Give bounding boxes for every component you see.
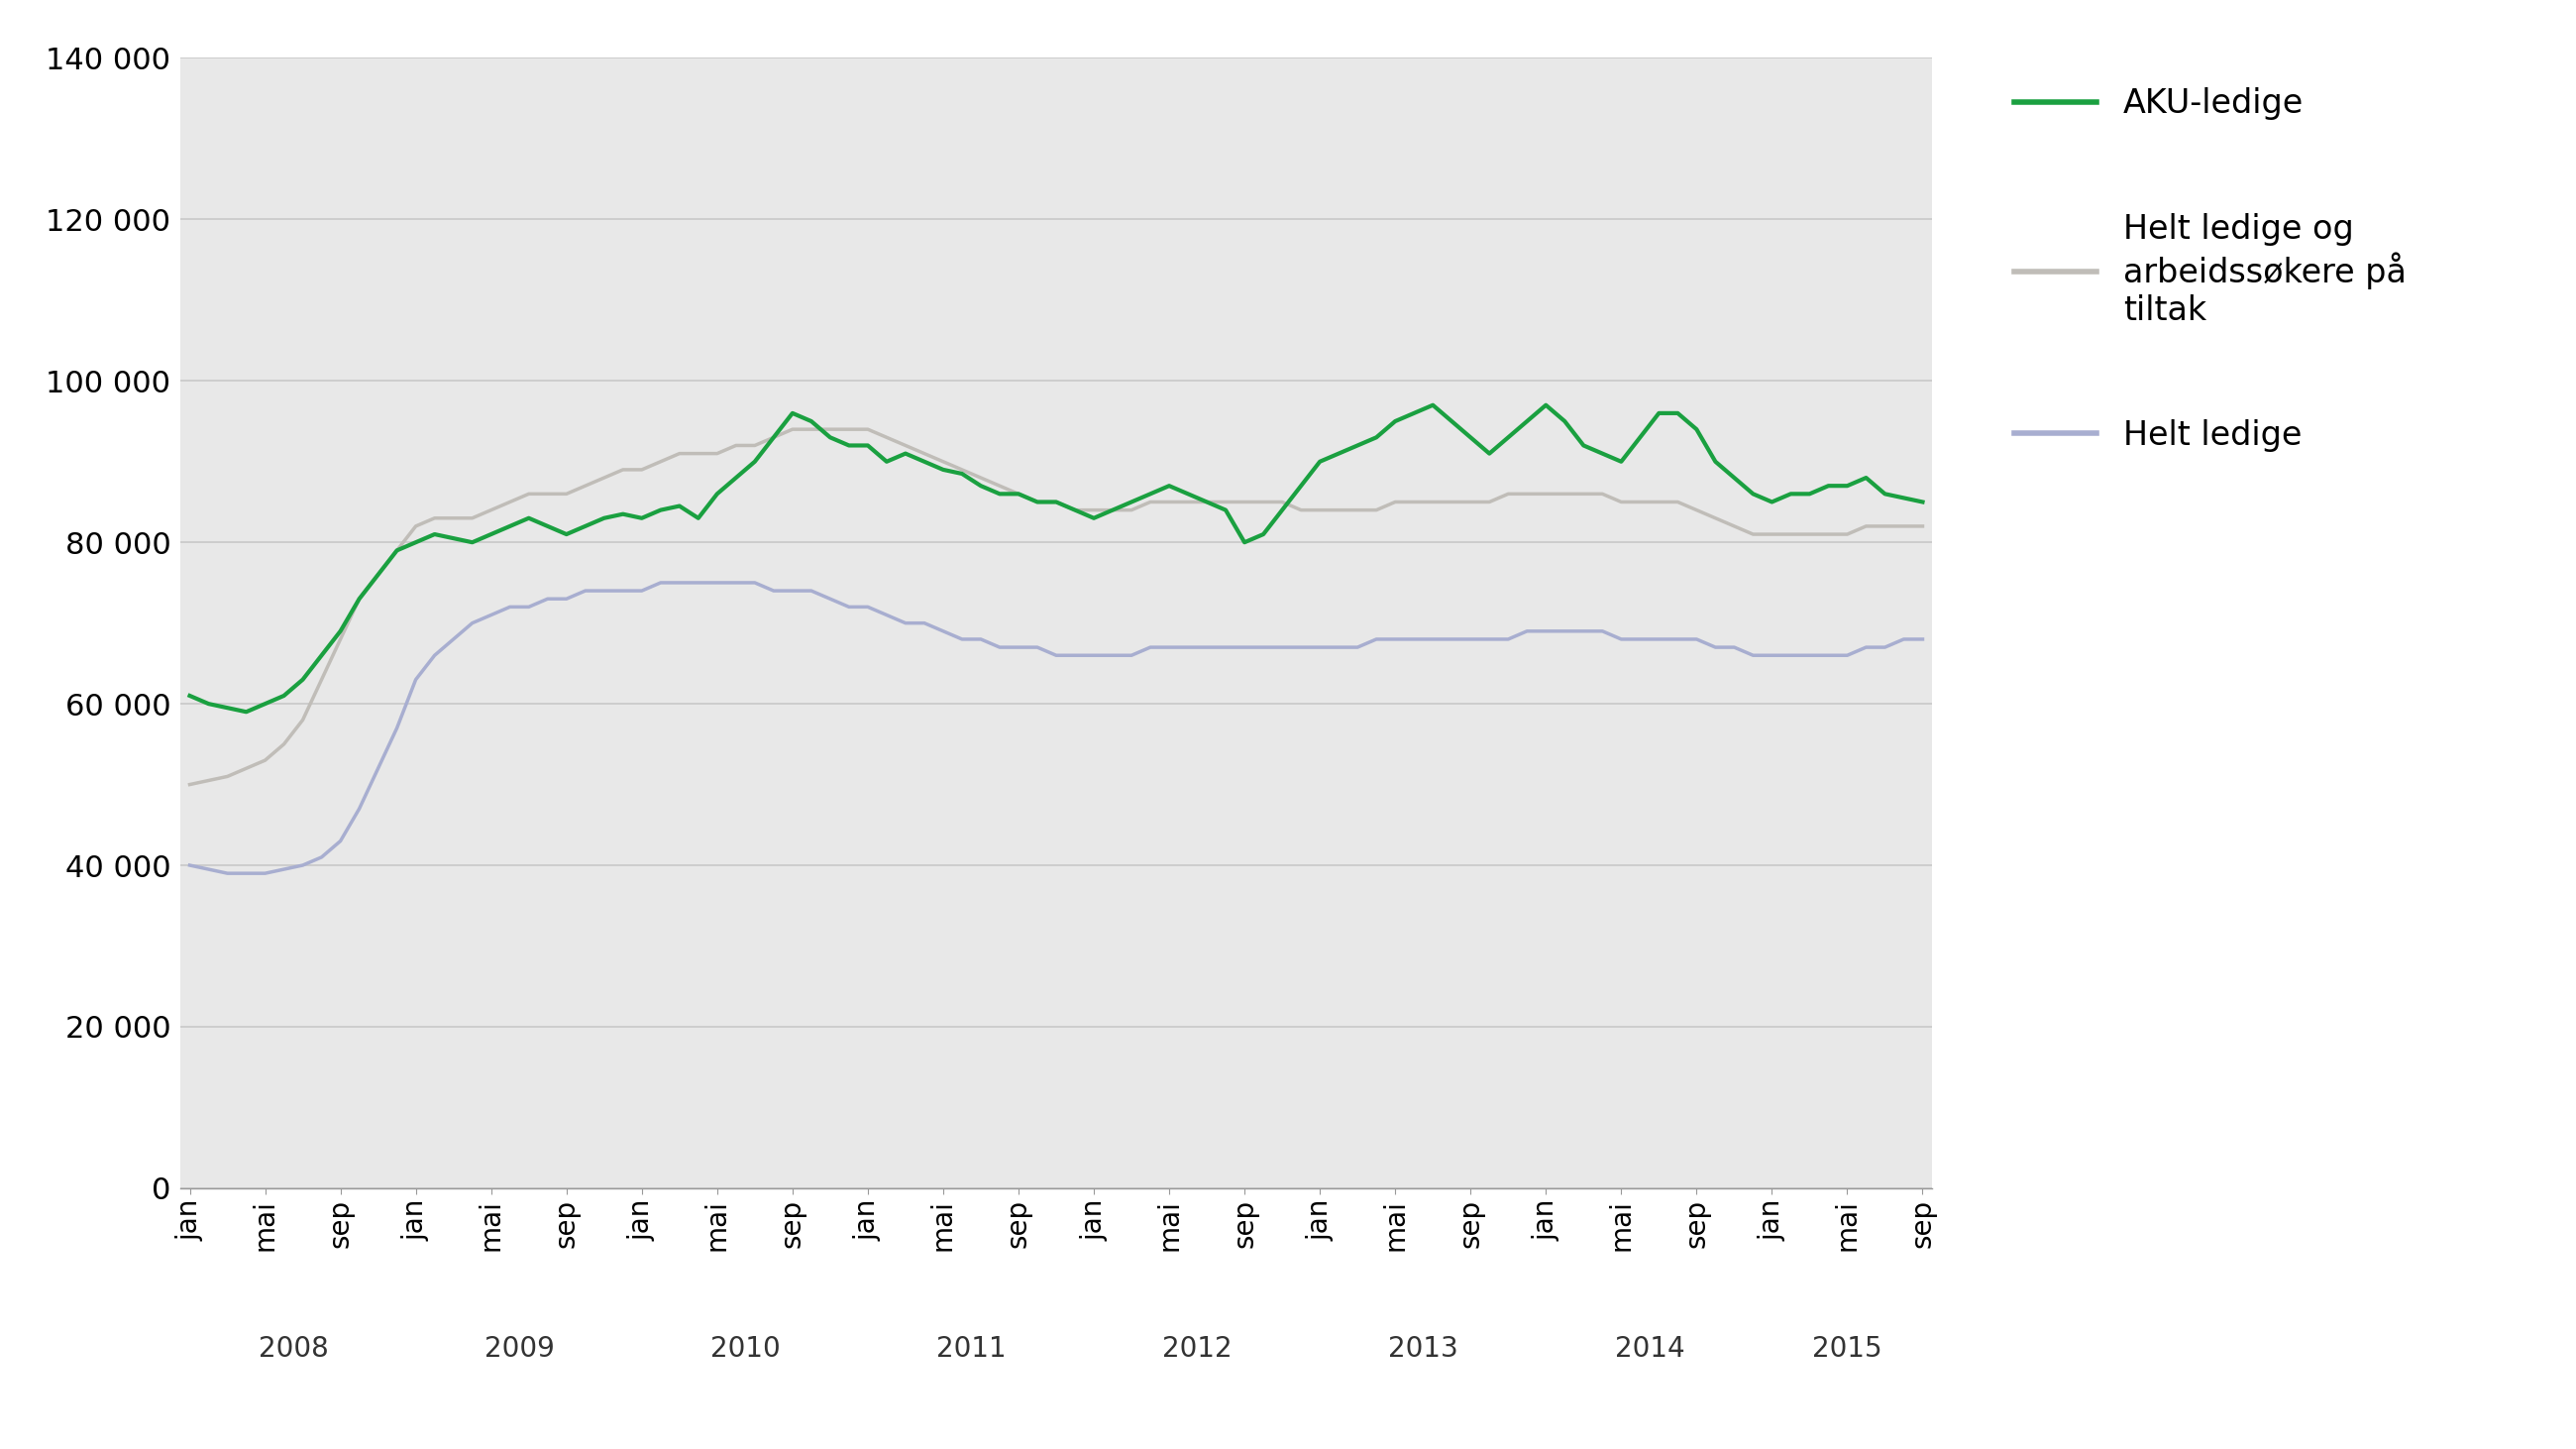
Text: 2013: 2013 — [1388, 1335, 1458, 1364]
Text: 2011: 2011 — [938, 1335, 1007, 1364]
Text: 2015: 2015 — [1814, 1335, 1883, 1364]
Text: 2010: 2010 — [711, 1335, 781, 1364]
Legend: AKU-ledige, Helt ledige og
arbeidssøkere på
tiltak, Helt ledige: AKU-ledige, Helt ledige og arbeidssøkere… — [2002, 74, 2419, 465]
Text: 2012: 2012 — [1162, 1335, 1231, 1364]
Text: 2014: 2014 — [1615, 1335, 1685, 1364]
Text: 2008: 2008 — [258, 1335, 327, 1364]
Text: 2009: 2009 — [484, 1335, 554, 1364]
